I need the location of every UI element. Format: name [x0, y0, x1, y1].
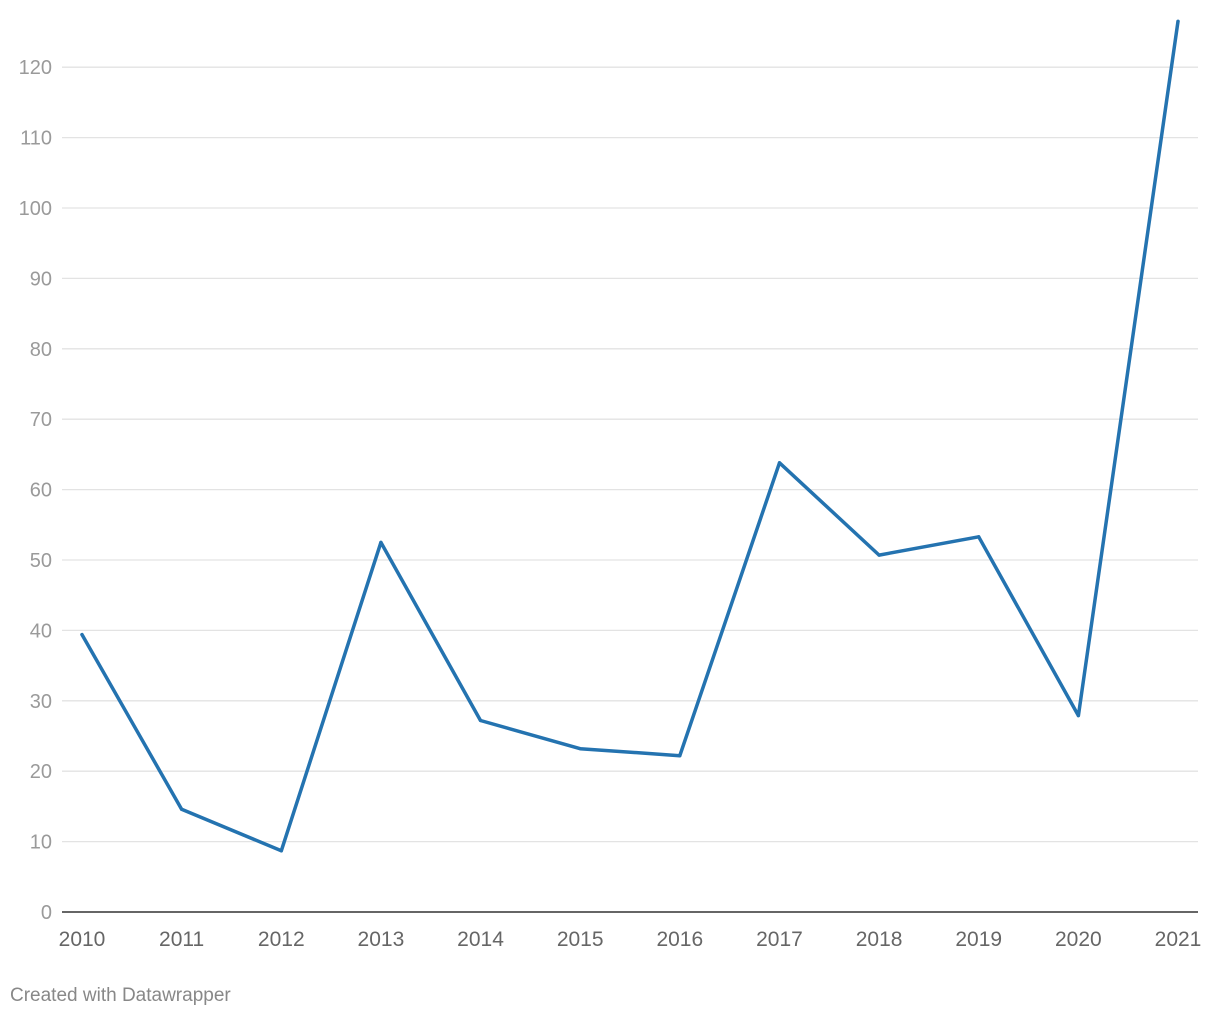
y-tick-label: 10: [30, 832, 52, 854]
data-point: [1076, 713, 1080, 718]
y-tick-label: 80: [30, 339, 52, 361]
series-group: [80, 19, 1180, 853]
data-point: [777, 461, 782, 465]
x-tick-label: 2012: [258, 928, 305, 951]
x-tick-label: 2017: [756, 928, 803, 951]
y-tick-label: 20: [30, 761, 52, 783]
data-point: [578, 747, 582, 751]
x-axis-ticks: 2010 2011 2012 2013 2014 2015 2016 2017 2018 2019…: [59, 928, 1202, 951]
x-tick-label: 2015: [557, 928, 604, 951]
y-tick-label: 0: [41, 902, 52, 924]
data-point: [180, 807, 184, 811]
x-tick-label: 2010: [59, 928, 106, 951]
x-tick-label: 2014: [457, 928, 504, 951]
y-tick-label: 40: [30, 620, 52, 642]
y-tick-label: 60: [30, 480, 52, 502]
x-tick-label: 2011: [159, 928, 204, 951]
y-axis-ticks: 0 10 20 30 40 50 60 70 80 90 100 110 120: [19, 57, 52, 924]
data-point: [80, 633, 84, 637]
x-tick-label: 2021: [1155, 928, 1202, 951]
y-tick-label: 120: [19, 57, 52, 79]
y-tick-label: 50: [30, 550, 52, 572]
y-tick-label: 90: [30, 268, 52, 290]
data-point: [379, 540, 383, 545]
x-tick-label: 2019: [955, 928, 1002, 951]
data-point: [279, 849, 283, 853]
data-point: [678, 754, 682, 758]
y-tick-label: 70: [30, 409, 52, 431]
series-line: [80, 19, 1180, 853]
x-tick-label: 2013: [358, 928, 405, 951]
data-point: [478, 718, 483, 723]
x-tick-label: 2018: [856, 928, 903, 951]
y-tick-label: 100: [19, 198, 52, 220]
x-tick-label: 2016: [656, 928, 703, 951]
data-point: [1176, 19, 1180, 24]
y-tick-label: 110: [20, 128, 52, 150]
grid-lines: [62, 66, 1198, 843]
x-tick-label: 2020: [1055, 928, 1102, 951]
y-tick-label: 30: [30, 691, 52, 713]
data-point: [877, 553, 881, 557]
credit-text: Created with Datawrapper: [10, 985, 231, 1006]
data-point: [977, 535, 981, 539]
